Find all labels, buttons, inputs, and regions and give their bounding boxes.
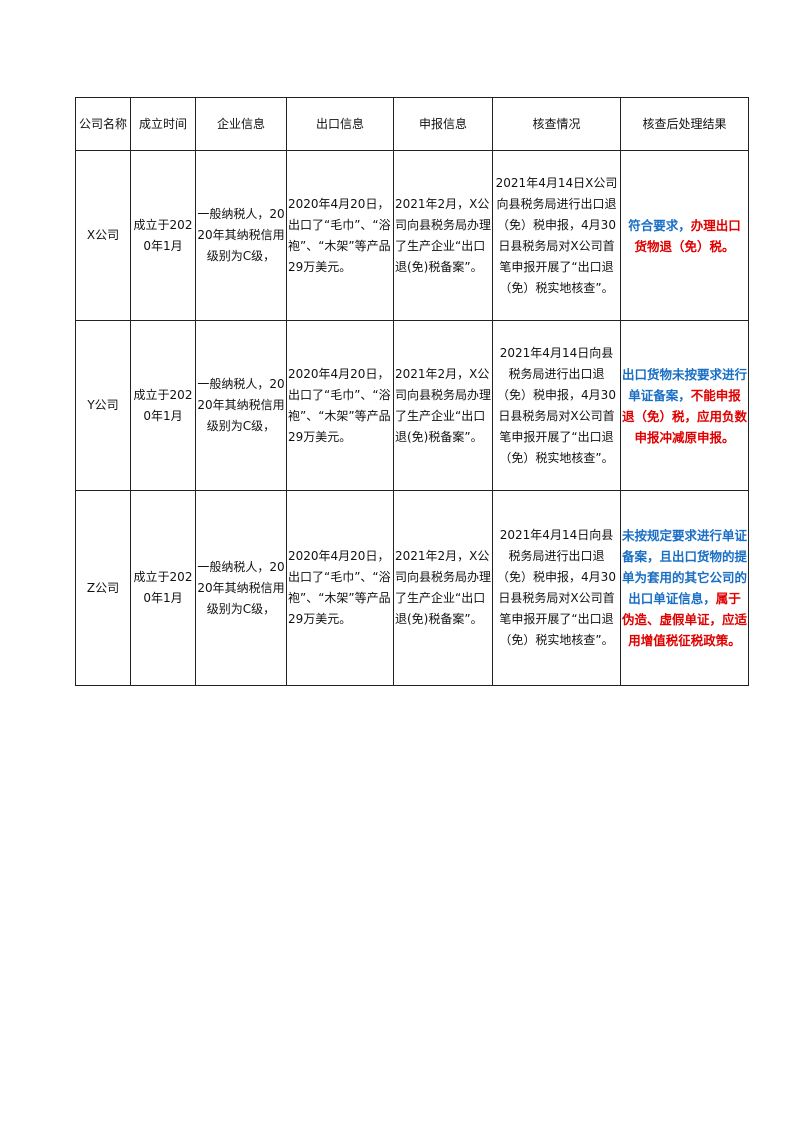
filing-info: 2021年2月，X公司向县税务局办理了生产企业“出口退(免)税备案”。 (393, 320, 493, 491)
export-info: 2020年4月20日，出口了“毛巾”、“浴袍”、“木架”等产品29万美元。 (286, 320, 394, 491)
filing-info: 2021年2月，X公司向县税务局办理了生产企业“出口退(免)税备案”。 (393, 150, 493, 321)
check-info: 2021年4月14日向县税务局进行出口退（免）税申报，4月30日县税务局对X公司… (492, 320, 621, 491)
result-blue: 未按规定要求进行单证备案，且出口货物的提单为套用的其它公司的出口单证信息， (622, 528, 748, 606)
result: 符合要求，办理出口货物退（免）税。 (620, 150, 749, 321)
table-row: Z公司 成立于2020年1月 一般纳税人，2020年其纳税信用级别为C级， 20… (75, 490, 749, 686)
header-export: 出口信息 (286, 97, 394, 151)
enterprise-info: 一般纳税人，2020年其纳税信用级别为C级， (195, 150, 287, 321)
established: 成立于2020年1月 (130, 490, 196, 686)
result: 出口货物未按要求进行单证备案，不能申报退（免）税，应用负数申报冲减原申报。 (620, 320, 749, 491)
table-row: X公司 成立于2020年1月 一般纳税人，2020年其纳税信用级别为C级， 20… (75, 150, 749, 321)
company-name: Z公司 (75, 490, 131, 686)
header-company: 公司名称 (75, 97, 131, 151)
result-red: 属于伪造、虚假单证，应适用增值税征税政策。 (622, 591, 748, 648)
check-info: 2021年4月14日向县税务局进行出口退（免）税申报，4月30日县税务局对X公司… (492, 490, 621, 686)
result-blue: 出口货物未按要求进行单证备案， (622, 366, 748, 403)
enterprise-info: 一般纳税人，2020年其纳税信用级别为C级， (195, 490, 287, 686)
header-established: 成立时间 (130, 97, 196, 151)
export-info: 2020年4月20日，出口了“毛巾”、“浴袍”、“木架”等产品29万美元。 (286, 490, 394, 686)
result: 未按规定要求进行单证备案，且出口货物的提单为套用的其它公司的出口单证信息，属于伪… (620, 490, 749, 686)
table-row: Y公司 成立于2020年1月 一般纳税人，2020年其纳税信用级别为C级， 20… (75, 320, 749, 491)
result-red: 办理出口货物退（免）税。 (634, 217, 741, 254)
result-blue: 符合要求， (628, 217, 691, 233)
filing-info: 2021年2月，X公司向县税务局办理了生产企业“出口退(免)税备案”。 (393, 490, 493, 686)
export-info: 2020年4月20日，出口了“毛巾”、“浴袍”、“木架”等产品29万美元。 (286, 150, 394, 321)
header-enterprise: 企业信息 (195, 97, 287, 151)
company-name: Y公司 (75, 320, 131, 491)
header-row: 公司名称 成立时间 企业信息 出口信息 申报信息 核查情况 核查后处理结果 (75, 97, 749, 151)
header-check: 核查情况 (492, 97, 621, 151)
header-filing: 申报信息 (393, 97, 493, 151)
established: 成立于2020年1月 (130, 150, 196, 321)
header-result: 核查后处理结果 (620, 97, 749, 151)
result-red: 不能申报退（免）税，应用负数申报冲减原申报。 (622, 387, 748, 445)
tax-check-table: 公司名称 成立时间 企业信息 出口信息 申报信息 核查情况 核查后处理结果 X公… (75, 97, 749, 686)
enterprise-info: 一般纳税人，2020年其纳税信用级别为C级， (195, 320, 287, 491)
established: 成立于2020年1月 (130, 320, 196, 491)
company-name: X公司 (75, 150, 131, 321)
check-info: 2021年4月14日X公司向县税务局进行出口退（免）税申报，4月30日县税务局对… (492, 150, 621, 321)
